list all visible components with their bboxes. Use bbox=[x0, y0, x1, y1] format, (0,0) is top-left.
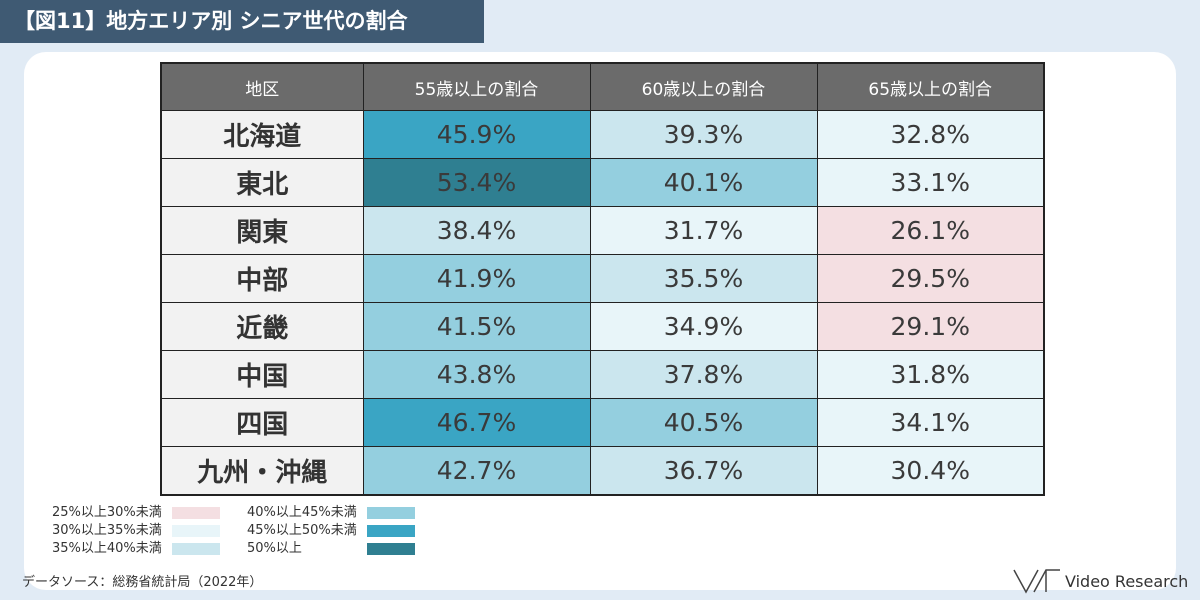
value-cell: 30.4% bbox=[816, 446, 1045, 496]
value-cell: 34.9% bbox=[589, 302, 818, 351]
column-header: 地区 bbox=[160, 62, 364, 111]
value-cell: 34.1% bbox=[816, 398, 1045, 447]
region-cell: 北海道 bbox=[160, 110, 364, 159]
region-cell: 中部 bbox=[160, 254, 364, 303]
brand-name: Video Research bbox=[1065, 572, 1189, 591]
value-cell: 45.9% bbox=[362, 110, 591, 159]
value-cell: 26.1% bbox=[816, 206, 1045, 255]
value-cell: 53.4% bbox=[362, 158, 591, 207]
table-row: 北海道 45.9% 39.3% 32.8% bbox=[160, 110, 1045, 159]
video-research-logo-icon bbox=[1013, 569, 1060, 594]
legend-swatch bbox=[367, 507, 415, 519]
legend-swatch bbox=[367, 525, 415, 537]
table-row: 東北 53.4% 40.1% 33.1% bbox=[160, 158, 1045, 207]
value-cell: 35.5% bbox=[589, 254, 818, 303]
legend-label: 30%以上35%未満 bbox=[52, 523, 162, 538]
table-row: 中国 43.8% 37.8% 31.8% bbox=[160, 350, 1045, 399]
value-cell: 43.8% bbox=[362, 350, 591, 399]
data-source-note: データソース：総務省統計局（2022年） bbox=[22, 575, 263, 590]
table-row: 中部 41.9% 35.5% 29.5% bbox=[160, 254, 1045, 303]
value-cell: 29.5% bbox=[816, 254, 1045, 303]
legend-label: 50%以上 bbox=[247, 541, 302, 556]
region-cell: 九州・沖縄 bbox=[160, 446, 364, 496]
value-cell: 46.7% bbox=[362, 398, 591, 447]
legend-label: 40%以上45%未満 bbox=[247, 505, 357, 520]
legend-swatch bbox=[172, 525, 220, 537]
value-cell: 36.7% bbox=[589, 446, 818, 496]
legend-label: 45%以上50%未満 bbox=[247, 523, 357, 538]
value-cell: 40.1% bbox=[589, 158, 818, 207]
column-header: 55歳以上の割合 bbox=[362, 62, 591, 111]
value-cell: 39.3% bbox=[589, 110, 818, 159]
table-row: 九州・沖縄 42.7% 36.7% 30.4% bbox=[160, 446, 1045, 496]
region-cell: 関東 bbox=[160, 206, 364, 255]
region-cell: 四国 bbox=[160, 398, 364, 447]
brand-logo: Video Research bbox=[1012, 566, 1190, 596]
column-header: 65歳以上の割合 bbox=[816, 62, 1045, 111]
value-cell: 37.8% bbox=[589, 350, 818, 399]
legend-swatch bbox=[367, 543, 415, 555]
value-cell: 40.5% bbox=[589, 398, 818, 447]
value-cell: 38.4% bbox=[362, 206, 591, 255]
table-row: 近畿 41.5% 34.9% 29.1% bbox=[160, 302, 1045, 351]
value-cell: 29.1% bbox=[816, 302, 1045, 351]
region-cell: 近畿 bbox=[160, 302, 364, 351]
region-cell: 東北 bbox=[160, 158, 364, 207]
column-header: 60歳以上の割合 bbox=[589, 62, 818, 111]
value-cell: 31.8% bbox=[816, 350, 1045, 399]
legend-swatch bbox=[172, 543, 220, 555]
value-cell: 41.5% bbox=[362, 302, 591, 351]
region-cell: 中国 bbox=[160, 350, 364, 399]
value-cell: 31.7% bbox=[589, 206, 818, 255]
chart-title: 【図11】地方エリア別 シニア世代の割合 bbox=[0, 0, 484, 43]
table-row: 四国 46.7% 40.5% 34.1% bbox=[160, 398, 1045, 447]
value-cell: 32.8% bbox=[816, 110, 1045, 159]
table-row: 関東 38.4% 31.7% 26.1% bbox=[160, 206, 1045, 255]
legend-label: 35%以上40%未満 bbox=[52, 541, 162, 556]
value-cell: 33.1% bbox=[816, 158, 1045, 207]
legend-swatch bbox=[172, 507, 220, 519]
value-cell: 42.7% bbox=[362, 446, 591, 496]
header-row: 地区 55歳以上の割合 60歳以上の割合 65歳以上の割合 bbox=[160, 62, 1045, 111]
value-cell: 41.9% bbox=[362, 254, 591, 303]
data-table: 地区 55歳以上の割合 60歳以上の割合 65歳以上の割合 北海道 45.9% 39… bbox=[160, 62, 1045, 496]
legend-label: 25%以上30%未満 bbox=[52, 505, 162, 520]
